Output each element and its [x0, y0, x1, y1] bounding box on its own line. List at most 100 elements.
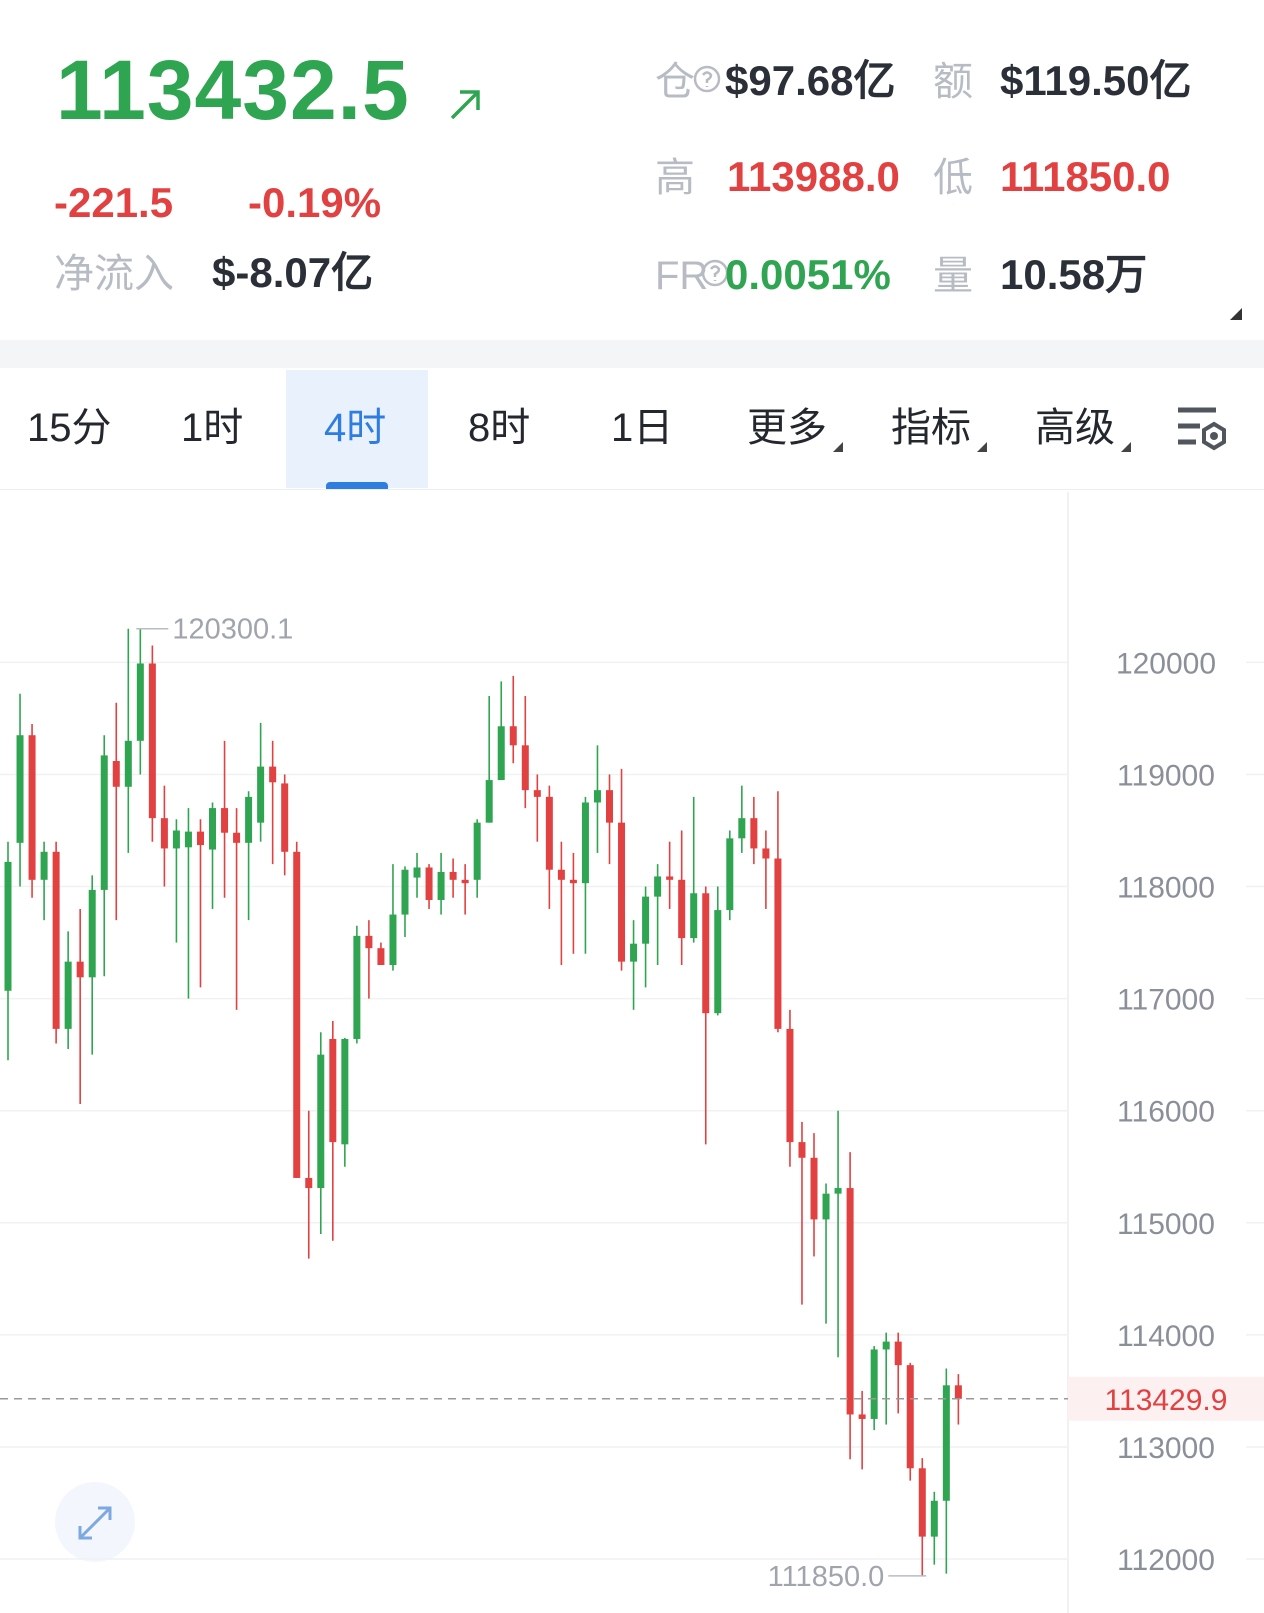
candle-body	[377, 948, 385, 965]
candle-body	[148, 663, 156, 819]
volume-value: 10.58万	[1000, 251, 1148, 298]
candle-body	[930, 1500, 938, 1537]
y-tick-label: 114000	[1117, 1320, 1215, 1353]
candle-body	[858, 1414, 866, 1419]
candle-body	[642, 896, 650, 944]
candle-body	[341, 1038, 349, 1145]
help-icon[interactable]	[700, 258, 730, 288]
candle-body	[293, 851, 301, 1178]
candle-body	[894, 1341, 902, 1366]
tab[interactable]: 1日	[611, 406, 674, 450]
candle-body	[762, 848, 770, 859]
y-tick-label: 112000	[1117, 1544, 1215, 1577]
candle-body	[233, 832, 241, 843]
candle-body	[630, 943, 638, 962]
high-label: 高	[655, 156, 695, 200]
candle-body	[545, 796, 553, 870]
tab[interactable]: 15分	[27, 406, 112, 450]
selected-tab-indicator	[326, 482, 388, 490]
candle-body	[461, 879, 469, 884]
y-tick-label: 119000	[1117, 759, 1215, 792]
candle-body	[774, 858, 782, 1029]
oi-label: 仓	[655, 60, 695, 104]
last-price-box	[1068, 1376, 1264, 1421]
candle-body	[654, 876, 662, 897]
price-change: -221.5	[54, 179, 174, 226]
candle-body	[726, 838, 734, 911]
candle-body	[209, 808, 217, 850]
candle-body	[557, 869, 565, 880]
candle-body	[606, 790, 613, 823]
candle-body	[112, 761, 120, 787]
candle-body	[485, 780, 493, 823]
candle-body	[269, 766, 277, 783]
candle-body	[305, 1177, 313, 1189]
candle-body	[593, 790, 601, 803]
candle-body	[257, 766, 265, 823]
candle-body	[413, 867, 421, 878]
candle-body	[196, 831, 204, 846]
candle-body	[581, 802, 589, 884]
candle-body	[401, 869, 409, 915]
low-annotation: 111850.0	[768, 1561, 885, 1593]
candle-body	[618, 822, 626, 962]
turnover-value: $119.50亿	[1000, 57, 1192, 104]
candle-body	[353, 935, 361, 1039]
candle-body	[172, 830, 180, 849]
candle-body	[954, 1385, 962, 1399]
candle-body	[64, 961, 72, 1029]
tab[interactable]: 1时	[181, 406, 244, 450]
selected-tab-bg	[286, 370, 428, 488]
high-value: 113988.0	[727, 153, 900, 200]
candle-body	[714, 910, 722, 1014]
candle-body	[569, 879, 577, 884]
volume-label: 量	[933, 254, 973, 298]
candle-body	[702, 893, 710, 1014]
candle-body	[245, 796, 253, 843]
expand-triangle[interactable]	[1228, 306, 1244, 322]
candle-body	[473, 822, 481, 880]
candle-body	[437, 871, 445, 900]
y-tick-label: 118000	[1117, 872, 1215, 905]
candle-body	[521, 745, 529, 791]
candle-body	[184, 831, 192, 848]
candle-body	[317, 1054, 325, 1189]
turnover-label: 额	[933, 60, 973, 104]
candle-body	[52, 851, 60, 1029]
y-tick-label: 115000	[1117, 1208, 1215, 1241]
candle-body	[124, 740, 132, 787]
low-label: 低	[933, 156, 973, 200]
last-price-label: 113429.9	[1105, 1384, 1228, 1417]
tab[interactable]: 更多	[747, 406, 827, 450]
tab[interactable]: 4时	[324, 406, 387, 450]
candle-body	[28, 735, 36, 880]
y-tick-label: 117000	[1117, 984, 1215, 1017]
candle-body	[449, 871, 457, 880]
tab[interactable]: 8时	[468, 406, 531, 450]
y-tick-label: 116000	[1117, 1096, 1215, 1129]
candle-body	[136, 663, 144, 741]
dropdown-triangle	[833, 442, 843, 452]
settings-icon[interactable]	[1176, 404, 1232, 454]
candle-body	[690, 893, 698, 939]
candle-body	[365, 935, 373, 949]
candle-body	[786, 1028, 794, 1143]
netflow-label: 净流入	[54, 252, 174, 296]
last-price: 113432.5	[56, 43, 410, 137]
candle-body	[810, 1157, 818, 1220]
tab[interactable]: 指标	[891, 406, 971, 450]
candle-body	[329, 1038, 337, 1143]
dropdown-triangle	[1121, 442, 1131, 452]
candle-body	[76, 961, 84, 978]
candle-body	[160, 818, 168, 849]
y-tick-label: 120000	[1116, 647, 1216, 680]
help-icon[interactable]	[692, 64, 722, 94]
candle-body	[389, 914, 397, 965]
candle-body	[425, 867, 433, 900]
candle-body	[678, 879, 686, 939]
candle-body	[822, 1193, 830, 1220]
dropdown-triangle	[977, 442, 987, 452]
tab[interactable]: 高级	[1035, 406, 1115, 450]
candle-body	[221, 808, 229, 833]
